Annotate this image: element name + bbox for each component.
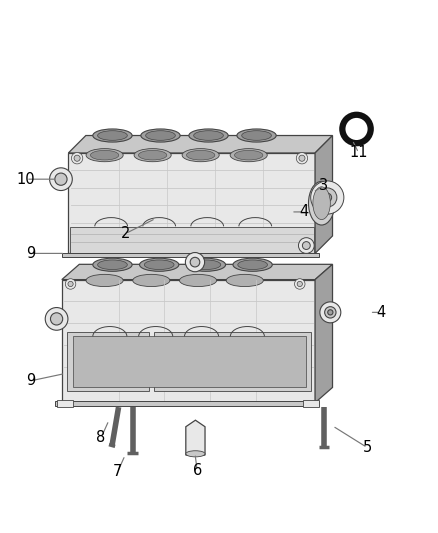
Ellipse shape [313, 187, 330, 220]
Ellipse shape [189, 129, 228, 142]
Circle shape [302, 241, 310, 249]
Ellipse shape [93, 129, 132, 142]
Ellipse shape [182, 149, 219, 161]
Circle shape [74, 155, 80, 161]
Text: 11: 11 [350, 146, 368, 160]
Circle shape [320, 302, 341, 323]
Ellipse shape [237, 129, 276, 142]
Ellipse shape [134, 149, 171, 161]
Ellipse shape [226, 274, 263, 287]
Ellipse shape [187, 150, 215, 160]
Polygon shape [153, 332, 311, 391]
Polygon shape [57, 400, 73, 407]
Text: 3: 3 [319, 178, 328, 193]
Circle shape [55, 173, 67, 185]
Polygon shape [62, 264, 332, 280]
Ellipse shape [86, 274, 123, 287]
Circle shape [299, 155, 305, 161]
Polygon shape [315, 264, 332, 403]
Circle shape [49, 168, 72, 190]
Ellipse shape [233, 258, 272, 271]
Circle shape [296, 152, 307, 164]
Circle shape [325, 306, 336, 318]
Text: 5: 5 [363, 440, 372, 455]
Circle shape [71, 152, 83, 164]
Polygon shape [73, 336, 306, 386]
Ellipse shape [138, 150, 167, 160]
Ellipse shape [98, 260, 127, 270]
Polygon shape [303, 400, 318, 407]
Ellipse shape [186, 258, 226, 271]
Ellipse shape [343, 115, 371, 143]
Ellipse shape [186, 451, 205, 457]
Ellipse shape [145, 260, 174, 270]
Circle shape [185, 253, 205, 272]
Polygon shape [55, 401, 319, 406]
Circle shape [190, 257, 200, 267]
Circle shape [318, 188, 337, 207]
Text: 10: 10 [17, 172, 35, 187]
Polygon shape [186, 420, 205, 455]
Circle shape [297, 281, 302, 287]
Polygon shape [315, 135, 332, 253]
Text: 4: 4 [376, 305, 385, 320]
Ellipse shape [141, 129, 180, 142]
Circle shape [50, 313, 63, 325]
Ellipse shape [86, 149, 123, 161]
Ellipse shape [140, 258, 179, 271]
Ellipse shape [90, 150, 119, 160]
Ellipse shape [191, 260, 221, 270]
Ellipse shape [194, 131, 223, 140]
Polygon shape [70, 227, 314, 253]
Circle shape [68, 281, 73, 287]
Circle shape [294, 279, 305, 289]
Text: 9: 9 [26, 374, 35, 389]
Circle shape [45, 308, 68, 330]
Polygon shape [62, 253, 319, 257]
Ellipse shape [238, 260, 268, 270]
Ellipse shape [180, 274, 217, 287]
Text: 9: 9 [26, 246, 35, 261]
Ellipse shape [234, 150, 263, 160]
Polygon shape [62, 280, 315, 403]
Ellipse shape [308, 181, 335, 225]
Circle shape [323, 193, 332, 202]
Ellipse shape [98, 131, 127, 140]
Ellipse shape [133, 274, 170, 287]
Polygon shape [68, 153, 315, 253]
Circle shape [65, 279, 76, 289]
Ellipse shape [93, 258, 132, 271]
Ellipse shape [242, 131, 272, 140]
Ellipse shape [230, 149, 267, 161]
Circle shape [328, 310, 333, 315]
Circle shape [298, 238, 314, 253]
Polygon shape [68, 135, 332, 153]
Text: 4: 4 [300, 205, 309, 220]
Text: 2: 2 [120, 226, 130, 241]
Text: 7: 7 [113, 464, 122, 479]
Ellipse shape [146, 131, 175, 140]
Text: 6: 6 [193, 463, 202, 478]
Polygon shape [67, 332, 149, 391]
Circle shape [311, 181, 344, 214]
Text: 8: 8 [96, 430, 106, 445]
